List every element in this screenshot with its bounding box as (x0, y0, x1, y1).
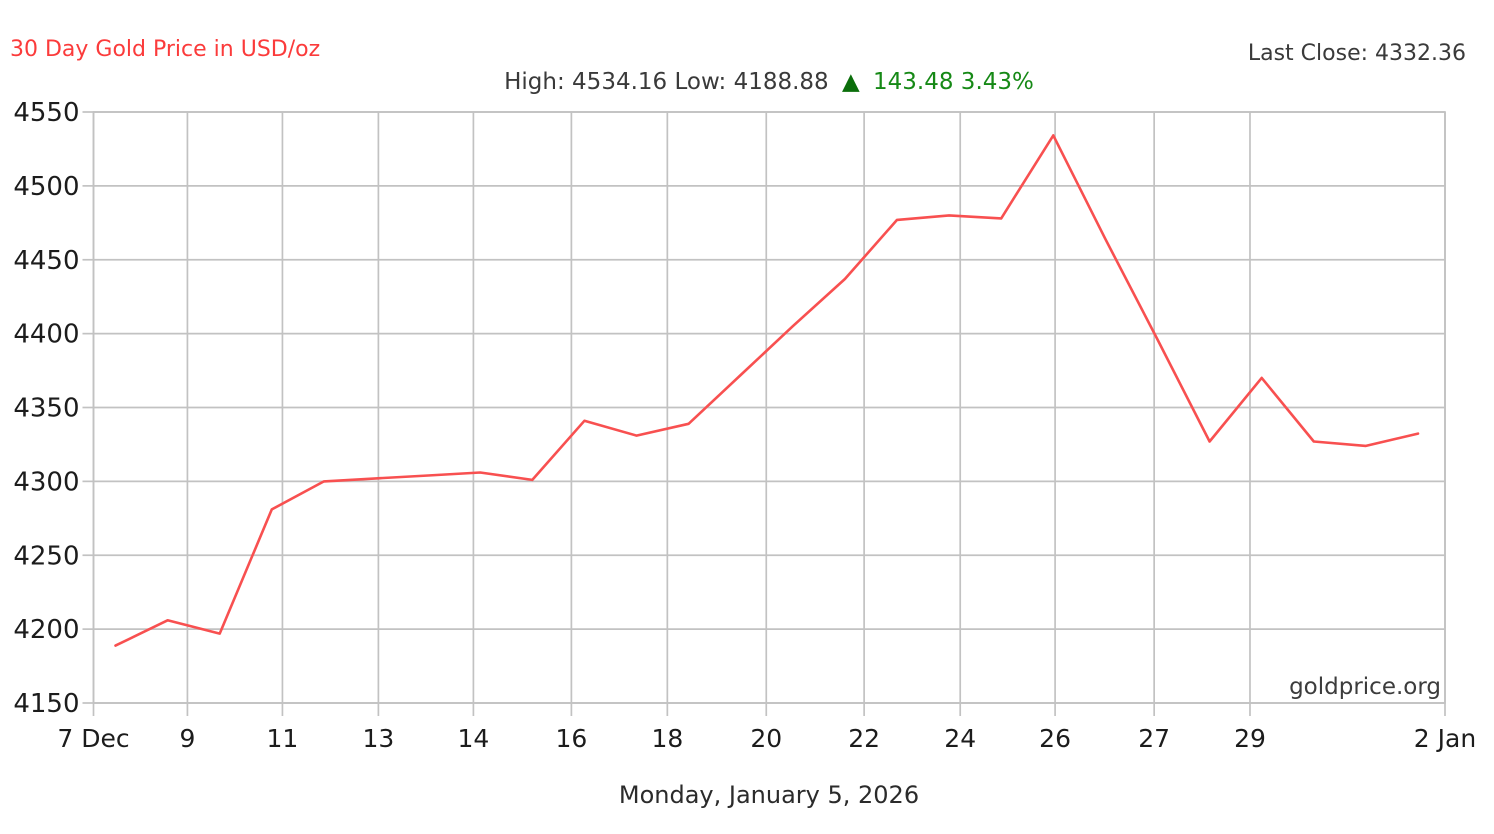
high-low-stats: High: 4534.16 Low: 4188.88 ▲ 143.48 3.43… (93, 69, 1445, 95)
x-tick-label: 16 (555, 724, 587, 753)
x-tick-label: 26 (1039, 724, 1071, 753)
y-tick-label: 4250 (13, 541, 79, 571)
x-tick-label: 2 Jan (1414, 724, 1476, 753)
x-tick-label: 29 (1234, 724, 1266, 753)
x-tick-label: 24 (944, 724, 976, 753)
y-tick-label: 4550 (13, 98, 79, 128)
x-tick-label: 13 (362, 724, 394, 753)
x-tick-label: 9 (179, 724, 195, 753)
x-tick-label: 18 (651, 724, 683, 753)
y-tick-label: 4300 (13, 467, 79, 497)
last-close-label: Last Close: 4332.36 (1247, 41, 1466, 66)
y-tick-label: 4400 (13, 320, 79, 350)
x-tick-label: 11 (267, 724, 299, 753)
x-tick-label: 7 Dec (57, 724, 129, 753)
x-tick-label: 27 (1138, 724, 1170, 753)
y-tick-label: 4200 (13, 615, 79, 645)
chart-title: 30 Day Gold Price in USD/oz (10, 37, 321, 62)
y-tick-label: 4450 (13, 246, 79, 276)
up-arrow-icon: ▲ (842, 69, 860, 95)
change-text: 143.48 3.43% (873, 69, 1034, 95)
gold-price-line (114, 134, 1420, 647)
y-tick-label: 4150 (13, 689, 79, 719)
y-tick-label: 4350 (13, 394, 79, 424)
x-tick-label: 22 (848, 724, 880, 753)
plot-border (92, 111, 1446, 704)
y-tick-label: 4500 (13, 172, 79, 202)
goldprice-watermark: goldprice.org (1289, 674, 1441, 700)
x-tick-label: 14 (458, 724, 490, 753)
x-tick-label: 20 (750, 724, 782, 753)
high-low-text: High: 4534.16 Low: 4188.88 (504, 69, 829, 95)
current-date-label: Monday, January 5, 2026 (618, 781, 920, 809)
